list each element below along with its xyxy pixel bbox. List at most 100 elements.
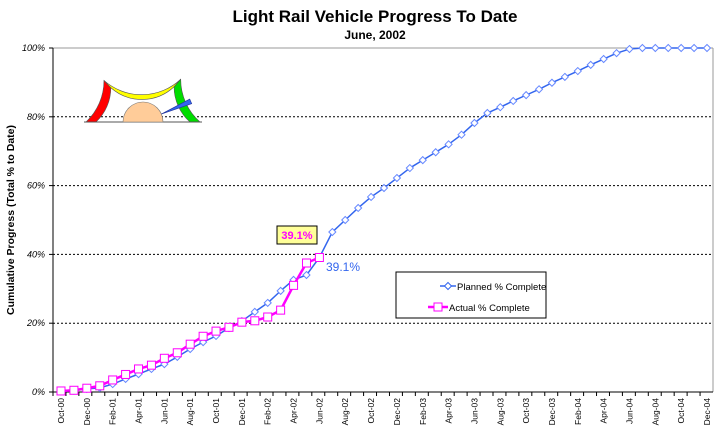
- data-point: [676, 43, 686, 53]
- data-point: [302, 270, 311, 280]
- x-tick-label: Oct-03: [521, 398, 531, 424]
- x-tick-label: Dec-02: [392, 398, 402, 426]
- axes: [49, 47, 714, 396]
- data-point: [353, 203, 363, 213]
- data-point: [289, 280, 299, 290]
- x-tick-label: Jun-02: [314, 398, 324, 424]
- chart-subtitle: June, 2002: [344, 28, 406, 42]
- data-point: [625, 44, 634, 54]
- data-point: [108, 375, 118, 385]
- y-axis-label: Cumulative Progress (Total % to Date): [5, 125, 17, 315]
- data-point: [418, 155, 427, 165]
- x-tick-label: Apr-03: [444, 398, 454, 424]
- data-point: [599, 54, 608, 64]
- legend-box: [395, 271, 547, 319]
- data-point: [328, 227, 337, 237]
- data-point: [457, 130, 466, 139]
- y-tick-label: 20%: [26, 318, 45, 328]
- data-point: [508, 96, 518, 106]
- data-point: [276, 286, 285, 296]
- y-tick-label: 80%: [27, 112, 45, 122]
- data-point: [250, 307, 260, 317]
- gauge-hub: [122, 101, 164, 123]
- data-point: [664, 43, 673, 53]
- data-point: [702, 43, 712, 53]
- data-point: [431, 148, 440, 157]
- legend: Planned % Complete Actual % Complete: [395, 271, 547, 319]
- data-point: [56, 386, 66, 396]
- legend-item-actual: Actual % Complete: [428, 302, 530, 314]
- x-tick-label: Dec-04: [702, 398, 712, 426]
- gauge-segment-yellow: [103, 79, 181, 100]
- data-point: [314, 252, 324, 262]
- x-tick-label: Feb-01: [108, 398, 118, 425]
- x-tick-label: Apr-02: [289, 398, 299, 424]
- data-point: [301, 258, 311, 268]
- data-point: [341, 215, 350, 225]
- data-point: [586, 60, 595, 70]
- x-tick-label: Oct-02: [366, 398, 376, 424]
- data-point: [82, 383, 92, 393]
- series-actual: [56, 252, 324, 396]
- x-tick-label: Dec-03: [547, 398, 557, 426]
- y-tick-labels: 0% 20% 40% 60% 80% 100%: [22, 43, 45, 397]
- series-line: [60, 47, 707, 392]
- x-tick-label: Oct-01: [211, 398, 221, 424]
- legend-item-planned: Planned % Complete: [440, 281, 546, 293]
- y-tick-label: 40%: [27, 249, 45, 259]
- data-point: [95, 381, 105, 391]
- data-point: [638, 43, 647, 53]
- data-point: [534, 85, 544, 94]
- gauge-needle: [161, 98, 193, 115]
- series-line: [60, 256, 320, 393]
- legend-label-actual: Actual % Complete: [449, 303, 530, 314]
- square-marker-icon: [433, 302, 443, 312]
- data-point: [172, 348, 182, 358]
- x-tick-label: Jun-01: [159, 398, 169, 424]
- annotation-actual-text: 39.1%: [281, 230, 312, 242]
- x-tick-label: Aug-04: [650, 398, 660, 426]
- x-tick-label: Aug-01: [185, 398, 195, 426]
- data-point: [276, 305, 286, 315]
- data-point: [146, 360, 156, 370]
- x-tick-label: Aug-02: [340, 398, 350, 426]
- data-point: [612, 48, 621, 58]
- data-point: [121, 369, 131, 379]
- gridlines: [53, 116, 713, 324]
- x-tick-label: Jun-03: [469, 398, 479, 424]
- gauge-segment-red: [85, 79, 112, 123]
- data-point: [496, 102, 505, 112]
- annotation-planned-text: 39.1%: [326, 260, 360, 274]
- chart-title: Light Rail Vehicle Progress To Date: [233, 7, 518, 26]
- x-tick-label: Jun-04: [624, 398, 634, 424]
- x-tick-label: Oct-00: [56, 398, 66, 424]
- data-point: [379, 183, 389, 193]
- data-point: [392, 173, 402, 183]
- data-point: [470, 118, 479, 128]
- data-point: [444, 140, 453, 149]
- data-point: [689, 43, 699, 53]
- data-point: [198, 331, 208, 341]
- y-tick-label: 0%: [32, 387, 45, 397]
- data-point: [521, 90, 531, 100]
- data-point: [211, 326, 221, 336]
- diamond-marker-icon: [443, 281, 453, 291]
- data-point: [250, 316, 260, 326]
- x-tick-label: Feb-02: [263, 398, 273, 425]
- x-tick-labels: Oct-00 Dec-00 Feb-01 Apr-01 Jun-01 Aug-01 Oct-…: [56, 398, 712, 426]
- data-point: [159, 353, 169, 363]
- data-point: [483, 108, 492, 118]
- x-tick-label: Oct-04: [676, 398, 686, 424]
- data-point: [224, 322, 234, 332]
- data-point: [651, 43, 660, 53]
- data-point: [573, 66, 583, 76]
- y-tick-label: 100%: [22, 43, 45, 53]
- data-point: [366, 192, 376, 202]
- x-tick-label: Dec-00: [82, 398, 92, 426]
- data-point: [69, 385, 79, 395]
- legend-label-planned: Planned % Complete: [457, 282, 546, 293]
- x-tick-label: Aug-03: [495, 398, 505, 426]
- y-tick-label: 60%: [27, 181, 45, 191]
- x-tick-label: Dec-01: [237, 398, 247, 426]
